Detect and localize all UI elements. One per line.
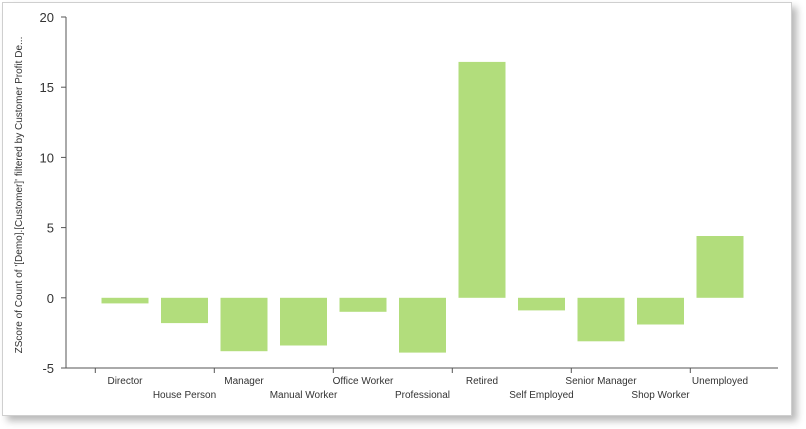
bar-self-employed [518,297,565,311]
y-tick-label: 20 [40,10,54,25]
bar-senior-manager [577,297,625,342]
y-tick-label: 10 [40,150,54,165]
x-category-label: Unemployed [692,376,748,387]
axes-group [61,16,778,373]
bar-director [101,297,149,304]
x-category-label: Retired [466,376,498,387]
bar-unemployed [696,236,744,298]
x-category-label: Office Worker [333,376,394,387]
y-tick-label: 0 [47,291,54,306]
y-tick-label: 15 [40,80,54,95]
x-category-label: Self Employed [509,390,573,401]
x-category-label: Manual Worker [270,390,338,401]
x-category-label: House Person [153,390,216,401]
bar-professional [399,297,446,353]
chart-frame [2,2,792,416]
x-category-labels: Director House Person Manager Manual Worker… [107,376,748,401]
bar-manual-worker [280,297,327,346]
bar-manager [220,297,268,352]
bar-shop-worker [637,297,684,325]
x-category-label: Manager [224,376,264,387]
x-category-label: Shop Worker [631,390,690,401]
bar-office-worker [339,297,387,312]
y-tick-label: 5 [47,221,54,236]
bar-retired [458,61,506,298]
y-axis-label: ZScore of Count of '[Demo].[Customer]' f… [14,37,25,354]
x-category-label: Senior Manager [565,376,637,387]
y-tick-labels: -5 0 5 10 15 20 [40,10,54,376]
bar-house-person [161,297,208,324]
y-tick-label: -5 [42,361,54,376]
x-category-label: Director [107,376,143,387]
bars-group [101,61,744,353]
x-category-label: Professional [395,390,450,401]
